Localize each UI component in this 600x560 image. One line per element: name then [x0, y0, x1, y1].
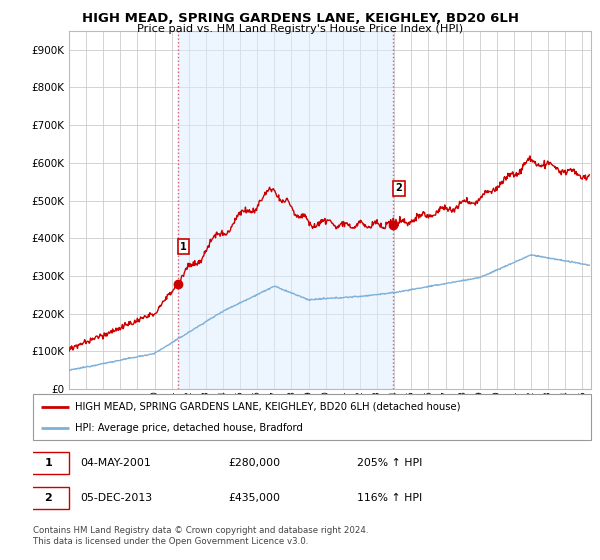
- FancyBboxPatch shape: [28, 452, 69, 474]
- FancyBboxPatch shape: [33, 394, 591, 440]
- Text: 2: 2: [395, 183, 402, 193]
- Text: Price paid vs. HM Land Registry's House Price Index (HPI): Price paid vs. HM Land Registry's House …: [137, 24, 463, 34]
- Text: HPI: Average price, detached house, Bradford: HPI: Average price, detached house, Brad…: [75, 423, 303, 433]
- Text: 04-MAY-2001: 04-MAY-2001: [80, 458, 151, 468]
- Text: 1: 1: [180, 241, 187, 251]
- Text: 205% ↑ HPI: 205% ↑ HPI: [356, 458, 422, 468]
- Text: 2: 2: [44, 493, 52, 503]
- Text: 05-DEC-2013: 05-DEC-2013: [80, 493, 152, 503]
- Text: £280,000: £280,000: [229, 458, 280, 468]
- FancyBboxPatch shape: [28, 487, 69, 508]
- Text: HIGH MEAD, SPRING GARDENS LANE, KEIGHLEY, BD20 6LH: HIGH MEAD, SPRING GARDENS LANE, KEIGHLEY…: [82, 12, 518, 25]
- Text: £435,000: £435,000: [229, 493, 280, 503]
- Text: HIGH MEAD, SPRING GARDENS LANE, KEIGHLEY, BD20 6LH (detached house): HIGH MEAD, SPRING GARDENS LANE, KEIGHLEY…: [75, 402, 460, 412]
- Text: 116% ↑ HPI: 116% ↑ HPI: [356, 493, 422, 503]
- Bar: [178, 31, 393, 389]
- Text: Contains HM Land Registry data © Crown copyright and database right 2024.
This d: Contains HM Land Registry data © Crown c…: [33, 526, 368, 546]
- Text: 1: 1: [44, 458, 52, 468]
